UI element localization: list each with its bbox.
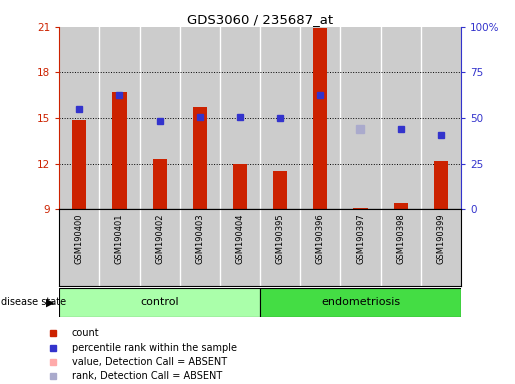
Bar <box>59 288 260 317</box>
Bar <box>233 164 247 209</box>
Bar <box>421 209 461 286</box>
Text: value, Detection Call = ABSENT: value, Detection Call = ABSENT <box>72 357 227 367</box>
Text: GSM190402: GSM190402 <box>155 213 164 264</box>
Bar <box>260 27 300 209</box>
Text: GSM190401: GSM190401 <box>115 213 124 264</box>
Text: GSM190395: GSM190395 <box>276 213 285 264</box>
Text: GSM190403: GSM190403 <box>195 213 204 264</box>
Bar <box>59 27 99 209</box>
Bar <box>260 209 300 286</box>
Bar <box>313 28 328 209</box>
Bar <box>220 27 260 209</box>
Bar <box>381 27 421 209</box>
Text: GSM190399: GSM190399 <box>436 213 445 264</box>
Bar <box>140 27 180 209</box>
Text: rank, Detection Call = ABSENT: rank, Detection Call = ABSENT <box>72 371 222 381</box>
Text: control: control <box>140 297 179 308</box>
Bar <box>180 27 220 209</box>
Bar <box>72 119 87 209</box>
Bar <box>273 171 287 209</box>
Bar <box>300 27 340 209</box>
Bar <box>140 209 180 286</box>
Bar <box>112 92 127 209</box>
Title: GDS3060 / 235687_at: GDS3060 / 235687_at <box>187 13 333 26</box>
Text: GSM190398: GSM190398 <box>396 213 405 264</box>
Bar <box>340 209 381 286</box>
Bar <box>353 208 368 209</box>
Bar <box>152 159 167 209</box>
Bar <box>381 209 421 286</box>
Text: GSM190404: GSM190404 <box>235 213 245 264</box>
Bar <box>59 209 99 286</box>
Bar <box>260 288 461 317</box>
Bar <box>434 161 448 209</box>
Bar <box>220 209 260 286</box>
Text: endometriosis: endometriosis <box>321 297 400 308</box>
Bar <box>300 209 340 286</box>
Text: ▶: ▶ <box>46 297 55 308</box>
Text: disease state: disease state <box>1 297 66 308</box>
Text: count: count <box>72 328 99 338</box>
Text: GSM190400: GSM190400 <box>75 213 84 264</box>
Text: GSM190397: GSM190397 <box>356 213 365 264</box>
Bar <box>393 203 408 209</box>
Text: GSM190396: GSM190396 <box>316 213 325 264</box>
Bar <box>180 209 220 286</box>
Bar <box>340 27 381 209</box>
Bar <box>421 27 461 209</box>
Bar <box>99 209 140 286</box>
Bar <box>193 108 207 209</box>
Bar <box>99 27 140 209</box>
Text: percentile rank within the sample: percentile rank within the sample <box>72 343 236 353</box>
